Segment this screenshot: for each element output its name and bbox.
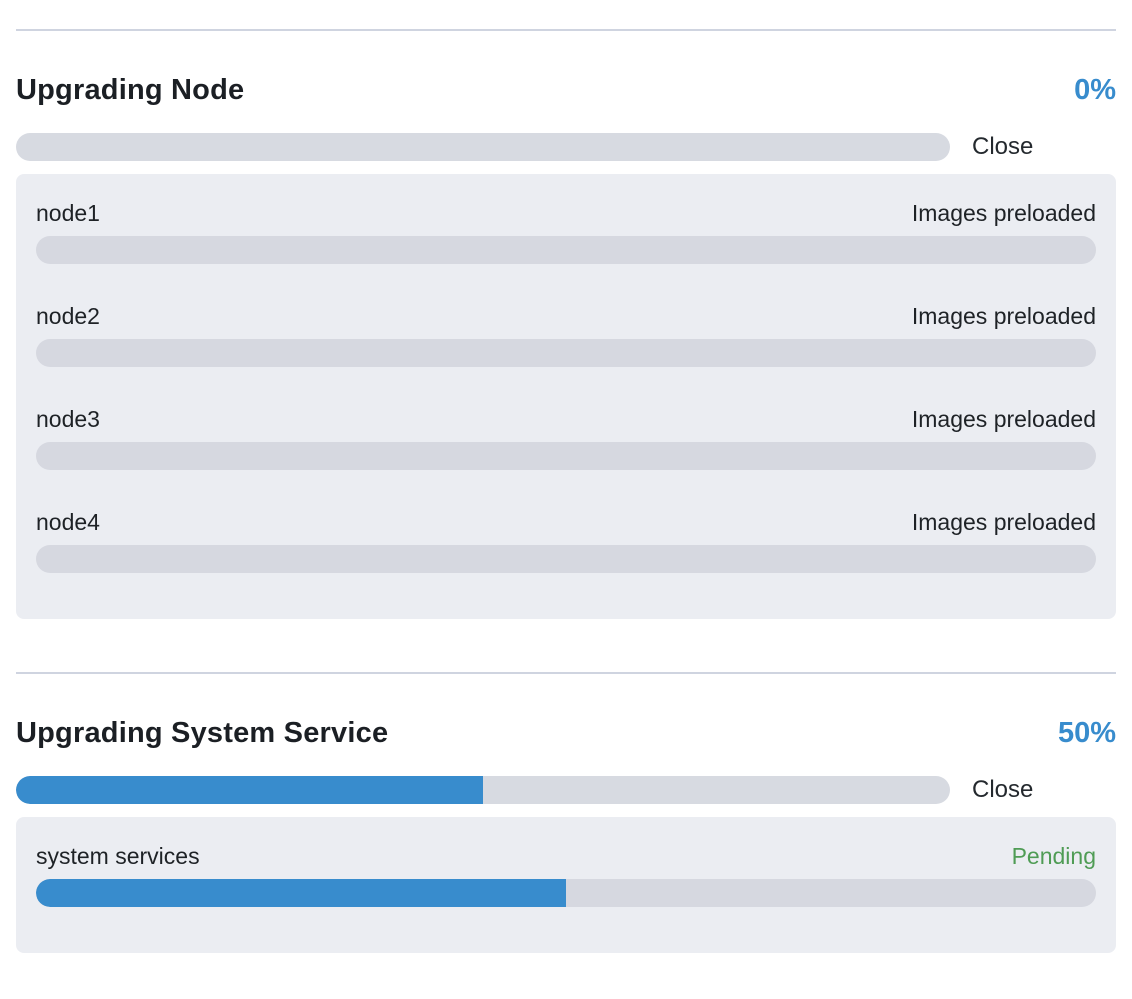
row-status: Images preloaded [911,200,1096,226]
row-progress-bar [36,545,1096,573]
section-progress-bar [16,133,950,161]
section-percent: 0% [1074,74,1116,106]
node-progress-panel: node1 Images preloaded node2 Images prel… [16,174,1116,619]
section-percent: 50% [1057,717,1116,749]
section-divider [16,29,1116,31]
row-progress-bar [36,879,1096,907]
row-label: node2 [36,303,100,329]
progress-row-header: node1 Images preloaded [36,200,1096,227]
row-label: node4 [36,509,100,535]
row-label: system services [36,843,200,869]
close-button[interactable]: Close [972,133,1034,160]
section-progress-bar [16,776,950,804]
progress-row: node1 Images preloaded [36,200,1096,264]
progress-row: node4 Images preloaded [36,509,1096,573]
row-progress-bar [36,236,1096,264]
row-status: Pending [1011,843,1096,869]
progress-row: node3 Images preloaded [36,406,1096,470]
row-status: Images preloaded [911,303,1096,329]
close-button[interactable]: Close [972,776,1034,803]
row-status: Images preloaded [911,406,1096,432]
row-progress-bar [36,442,1096,470]
upgrade-progress-page: Upgrading Node 0% Close node1 Images pre… [0,29,1132,953]
service-progress-panel: system services Pending [16,817,1116,953]
upgrade-section-node: Upgrading Node 0% Close node1 Images pre… [16,74,1116,619]
progress-row-header: node3 Images preloaded [36,406,1096,433]
section-divider [16,672,1116,674]
progress-row-header: system services Pending [36,843,1096,870]
progress-row-header: node4 Images preloaded [36,509,1096,536]
section-title: Upgrading Node [16,74,245,106]
section-progress-fill [16,776,483,804]
progress-row: system services Pending [36,843,1096,907]
row-label: node3 [36,406,100,432]
row-label: node1 [36,200,100,226]
upgrade-section-system-service: Upgrading System Service 50% Close syste… [16,717,1116,953]
section-title: Upgrading System Service [16,717,389,749]
row-status: Images preloaded [911,509,1096,535]
section-header: Upgrading System Service 50% [16,717,1116,750]
section-header: Upgrading Node 0% [16,74,1116,107]
row-progress-bar [36,339,1096,367]
progress-row-header: node2 Images preloaded [36,303,1096,330]
row-progress-fill [36,879,566,907]
section-progress-row: Close [16,776,1116,804]
section-progress-row: Close [16,133,1116,161]
progress-row: node2 Images preloaded [36,303,1096,367]
